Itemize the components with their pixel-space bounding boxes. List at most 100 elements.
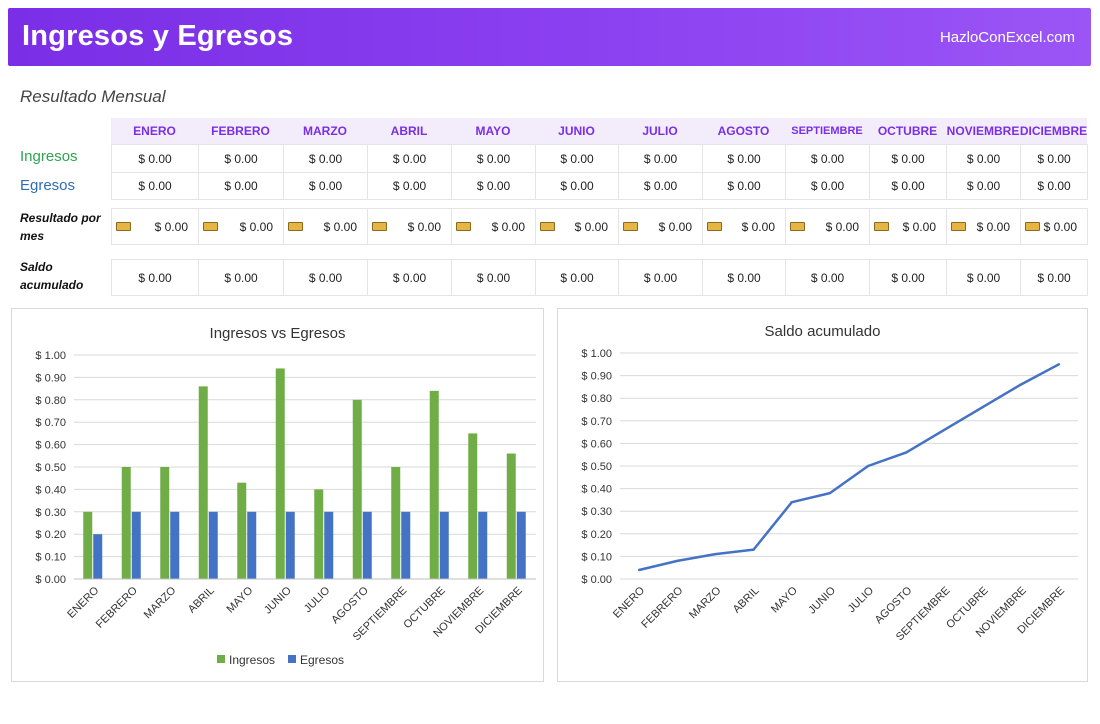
saldo-cell[interactable]: $ 0.00 (1021, 260, 1088, 296)
bar-ingresos[interactable] (468, 433, 478, 579)
saldo-cell[interactable]: $ 0.00 (703, 260, 786, 296)
egresos-cell[interactable]: $ 0.00 (284, 172, 368, 200)
ingresos-cell[interactable]: $ 0.00 (870, 145, 947, 173)
bar-ingresos[interactable] (352, 399, 362, 579)
egresos-cell[interactable]: $ 0.00 (452, 172, 536, 200)
page-title: Ingresos y Egresos (22, 20, 294, 52)
saldo-point[interactable] (981, 406, 984, 409)
y-tick-label: $ 0.60 (35, 440, 66, 452)
resultado-cell[interactable]: $ 0.00 (703, 209, 786, 245)
resultado-cell[interactable]: $ 0.00 (1021, 209, 1088, 245)
saldo-cell[interactable]: $ 0.00 (199, 260, 284, 296)
bar-ingresos[interactable] (275, 368, 285, 579)
egresos-cell[interactable]: $ 0.00 (703, 172, 786, 200)
saldo-cell[interactable]: $ 0.00 (870, 260, 947, 296)
bar-ingresos[interactable] (237, 482, 247, 579)
resultado-cell[interactable]: $ 0.00 (112, 209, 199, 245)
saldo-cell[interactable]: $ 0.00 (786, 260, 870, 296)
saldo-point[interactable] (828, 491, 832, 495)
egresos-cell[interactable]: $ 0.00 (536, 172, 619, 200)
saldo-point[interactable] (790, 500, 793, 504)
saldo-cell[interactable]: $ 0.00 (452, 260, 536, 296)
bar-ingresos[interactable] (83, 511, 93, 579)
bar-egresos[interactable] (516, 511, 526, 579)
resultado-cell[interactable]: $ 0.00 (536, 209, 619, 245)
legend-swatch-ingresos (217, 655, 225, 663)
ingresos-cell[interactable]: $ 0.00 (284, 145, 368, 173)
saldo-cell[interactable]: $ 0.00 (536, 260, 619, 296)
site-link[interactable]: HazloConExcel.com (939, 29, 1075, 46)
ingresos-cell[interactable]: $ 0.00 (703, 145, 786, 173)
saldo-point[interactable] (1019, 383, 1022, 386)
saldo-point[interactable] (943, 428, 946, 432)
bar-egresos[interactable] (93, 534, 103, 579)
resultado-cell[interactable]: $ 0.00 (452, 209, 536, 245)
saldo-line[interactable] (638, 363, 1060, 572)
resultado-cell[interactable]: $ 0.00 (619, 209, 703, 245)
ingresos-cell[interactable]: $ 0.00 (199, 145, 284, 173)
bar-egresos[interactable] (131, 511, 141, 579)
saldo-point[interactable] (676, 559, 679, 563)
resultado-cell[interactable]: $ 0.00 (870, 209, 947, 245)
bar-egresos[interactable] (285, 511, 295, 579)
ingresos-cell[interactable]: $ 0.00 (536, 145, 619, 173)
bar-chart-panel[interactable]: Ingresos vs Egresos $ 0.00 $ 0.10 $ 0.20 $ 0… (11, 308, 544, 682)
y-tick-label: $ 0.10 (35, 552, 66, 564)
ingresos-cell[interactable]: $ 0.00 (1021, 145, 1088, 173)
resultado-cell[interactable]: $ 0.00 (284, 209, 368, 245)
y-tick-label: $ 0.00 (35, 574, 66, 586)
bar-egresos[interactable] (208, 511, 218, 579)
x-tick-label: MAYO (769, 584, 800, 615)
bar-ingresos[interactable] (429, 390, 439, 579)
resultado-cell[interactable]: $ 0.00 (786, 209, 870, 245)
bar-egresos[interactable] (401, 511, 411, 579)
bar-ingresos[interactable] (506, 453, 516, 579)
egresos-cell[interactable]: $ 0.00 (947, 172, 1021, 200)
egresos-cell[interactable]: $ 0.00 (112, 172, 199, 200)
egresos-cell[interactable]: $ 0.00 (199, 172, 284, 200)
bar-ingresos[interactable] (198, 386, 208, 579)
resultado-cell[interactable]: $ 0.00 (947, 209, 1021, 245)
egresos-cell[interactable]: $ 0.00 (870, 172, 947, 200)
ingresos-cell[interactable]: $ 0.00 (947, 145, 1021, 173)
x-tick-label: JUNIO (262, 584, 294, 616)
saldo-point[interactable] (1057, 363, 1061, 366)
bar-egresos[interactable] (439, 511, 449, 579)
line-chart-panel[interactable]: Saldo acumulado $ 0.00 $ 0.10 $ 0.20 $ 0.30 $… (557, 308, 1088, 682)
saldo-point[interactable] (714, 552, 717, 556)
resultado-cell[interactable]: $ 0.00 (368, 209, 452, 245)
saldo-cell[interactable]: $ 0.00 (619, 260, 703, 296)
ingresos-cell[interactable]: $ 0.00 (452, 145, 536, 173)
bar-egresos[interactable] (478, 511, 488, 579)
bar-egresos[interactable] (324, 511, 334, 579)
saldo-point[interactable] (752, 548, 755, 551)
egresos-cell[interactable]: $ 0.00 (1021, 172, 1088, 200)
bar-ingresos[interactable] (121, 467, 131, 579)
bar-egresos[interactable] (247, 511, 257, 579)
bar-ingresos[interactable] (391, 467, 401, 579)
saldo-point[interactable] (905, 451, 908, 454)
bar-ingresos[interactable] (160, 467, 170, 579)
egresos-cell[interactable]: $ 0.00 (786, 172, 870, 200)
egresos-cell[interactable]: $ 0.00 (368, 172, 452, 200)
saldo-cell[interactable]: $ 0.00 (284, 260, 368, 296)
ingresos-cell[interactable]: $ 0.00 (112, 145, 199, 173)
resultado-cell[interactable]: $ 0.00 (199, 209, 284, 245)
y-tick-label: $ 0.10 (581, 551, 612, 563)
egresos-cell[interactable]: $ 0.00 (619, 172, 703, 200)
ingresos-cell[interactable]: $ 0.00 (786, 145, 870, 173)
ingresos-cell[interactable]: $ 0.00 (619, 145, 703, 173)
bar-ingresos[interactable] (314, 489, 324, 579)
bar-egresos[interactable] (170, 511, 180, 579)
ingresos-cell[interactable]: $ 0.00 (368, 145, 452, 173)
saldo-cell[interactable]: $ 0.00 (368, 260, 452, 296)
saldo-cell[interactable]: $ 0.00 (947, 260, 1021, 296)
yellow-bar-icon (951, 222, 966, 231)
saldo-point[interactable] (637, 568, 641, 572)
section-subtitle: Resultado Mensual (20, 87, 166, 106)
saldo-cell[interactable]: $ 0.00 (112, 260, 199, 296)
bar-egresos[interactable] (362, 511, 372, 579)
saldo-point[interactable] (866, 464, 870, 468)
y-tick-label: $ 0.30 (581, 506, 612, 518)
month-header-marzo: MARZO (303, 124, 347, 138)
